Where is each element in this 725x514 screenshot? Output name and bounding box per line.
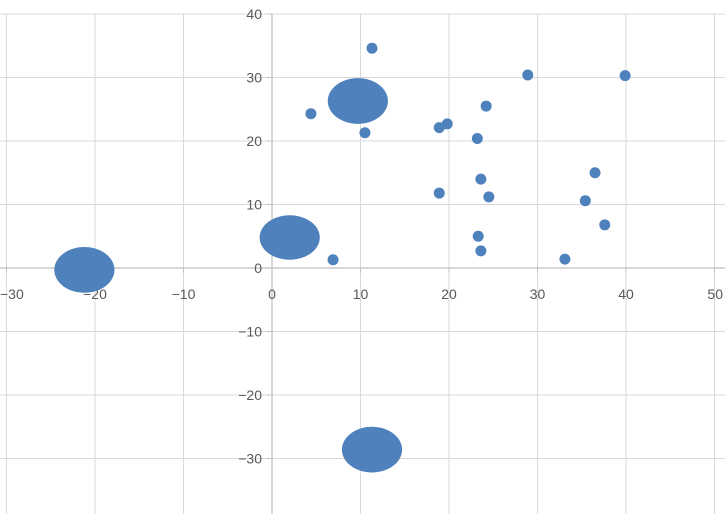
data-point: [475, 245, 487, 257]
point-layer: [305, 42, 631, 266]
data-point: [366, 42, 378, 54]
data-point: [475, 173, 487, 185]
y-tick-label: 20: [246, 133, 262, 149]
data-point: [589, 167, 601, 179]
data-point: [472, 230, 484, 242]
x-tick-label: −30: [0, 286, 24, 302]
cluster-layer: [54, 78, 403, 473]
x-tick-label: 0: [268, 286, 276, 302]
y-tick-label: −10: [238, 324, 262, 340]
data-cluster: [341, 426, 403, 473]
x-tick-label: 20: [441, 286, 457, 302]
data-point: [619, 70, 631, 82]
data-point: [433, 187, 445, 199]
y-tick-label: 40: [246, 6, 262, 22]
y-tick-label: 30: [246, 70, 262, 86]
y-tick-label: 10: [246, 197, 262, 213]
data-cluster: [327, 78, 388, 124]
data-cluster: [54, 247, 115, 293]
data-point: [483, 191, 495, 203]
data-point: [305, 108, 317, 120]
grid-layer: [0, 13, 725, 514]
data-point: [433, 122, 445, 134]
data-cluster: [259, 215, 320, 260]
data-point: [579, 195, 591, 207]
x-tick-label: 50: [707, 286, 723, 302]
data-point: [471, 132, 483, 144]
y-tick-label: 0: [254, 260, 262, 276]
x-tick-label: 30: [530, 286, 546, 302]
x-tick-label: −10: [172, 286, 196, 302]
y-tick-label: −20: [238, 387, 262, 403]
axis-layer: [0, 13, 725, 514]
data-point: [599, 219, 611, 231]
y-tick-label: −30: [238, 451, 262, 467]
x-tick-label: 40: [618, 286, 634, 302]
data-point: [327, 254, 339, 266]
data-point: [559, 253, 571, 265]
data-point: [480, 100, 492, 112]
x-tick-label: 10: [353, 286, 369, 302]
data-point: [522, 69, 534, 81]
data-point: [359, 127, 371, 139]
